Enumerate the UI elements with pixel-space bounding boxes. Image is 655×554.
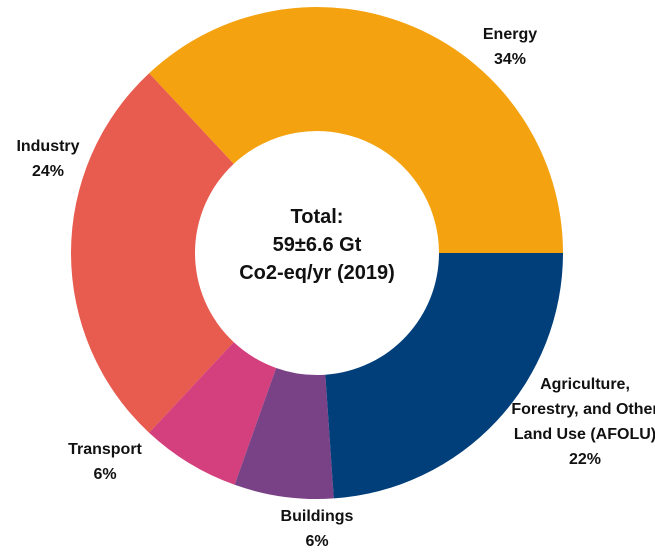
slice-label: Energy 34% [450,22,570,72]
value-label: 22% [568,451,602,468]
category-label: Agriculture, Forestry, and Other Land Us… [511,376,655,443]
category-label: Buildings [280,508,354,525]
category-label: Transport [68,441,142,458]
center-line: 59±6.6 Gt [272,234,362,256]
value-label: 34% [493,51,527,68]
center-line: Total: [290,206,344,228]
value-label: 24% [31,163,65,180]
slice [71,73,234,433]
slice [325,253,563,499]
center-text: Total: 59±6.6 Gt Co2-eq/yr (2019) [197,203,437,287]
slice [149,6,564,253]
center-line: Co2-eq/yr (2019) [239,262,395,284]
slice-label: Transport 6% [40,437,170,487]
slice-label: Buildings 6% [257,504,377,554]
value-label: 6% [93,466,117,483]
slice-label: Industry 24% [0,134,96,184]
value-label: 6% [305,533,329,550]
category-label: Industry [16,138,80,155]
slice-label: Agriculture, Forestry, and Other Land Us… [510,372,655,472]
slice [149,342,277,485]
slice [234,367,334,499]
category-label: Energy [482,26,538,43]
